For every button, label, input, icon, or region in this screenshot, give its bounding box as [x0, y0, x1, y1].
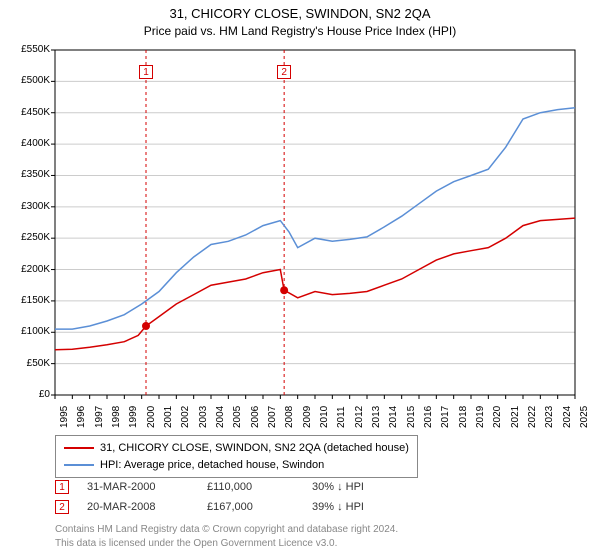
- x-tick-label: 2014: [388, 406, 399, 428]
- chart-svg: [0, 0, 600, 430]
- y-tick-label: £400K: [10, 138, 50, 149]
- x-tick-label: 2000: [146, 406, 157, 428]
- transaction-row: 1 31-MAR-2000£110,00030% ↓ HPI: [55, 477, 422, 497]
- x-tick-label: 2006: [250, 406, 261, 428]
- legend: 31, CHICORY CLOSE, SWINDON, SN2 2QA (det…: [55, 435, 418, 478]
- x-tick-label: 2016: [423, 406, 434, 428]
- x-tick-label: 1996: [76, 406, 87, 428]
- transaction-diff: 30% ↓ HPI: [312, 481, 422, 493]
- x-tick-label: 1999: [128, 406, 139, 428]
- x-tick-label: 2008: [284, 406, 295, 428]
- chart-container: 31, CHICORY CLOSE, SWINDON, SN2 2QA Pric…: [0, 0, 600, 560]
- y-tick-label: £200K: [10, 264, 50, 275]
- x-tick-label: 2018: [458, 406, 469, 428]
- y-tick-label: £450K: [10, 107, 50, 118]
- transaction-index: 1: [55, 480, 69, 494]
- y-tick-label: £550K: [10, 44, 50, 55]
- x-tick-label: 2001: [163, 406, 174, 428]
- transaction-price: £167,000: [207, 501, 312, 513]
- event-marker-label: 1: [139, 65, 153, 79]
- x-tick-label: 2024: [562, 406, 573, 428]
- x-tick-label: 2010: [319, 406, 330, 428]
- transaction-date: 20-MAR-2008: [87, 501, 207, 513]
- y-tick-label: £100K: [10, 326, 50, 337]
- x-tick-label: 1998: [111, 406, 122, 428]
- x-tick-label: 2007: [267, 406, 278, 428]
- x-tick-label: 2004: [215, 406, 226, 428]
- legend-label: HPI: Average price, detached house, Swin…: [100, 459, 324, 471]
- y-tick-label: £250K: [10, 232, 50, 243]
- y-tick-label: £150K: [10, 295, 50, 306]
- x-tick-label: 2009: [302, 406, 313, 428]
- footer-line: Contains HM Land Registry data © Crown c…: [55, 523, 398, 537]
- legend-item: 31, CHICORY CLOSE, SWINDON, SN2 2QA (det…: [64, 440, 409, 457]
- x-tick-label: 2017: [440, 406, 451, 428]
- y-tick-label: £0: [10, 389, 50, 400]
- legend-label: 31, CHICORY CLOSE, SWINDON, SN2 2QA (det…: [100, 442, 409, 454]
- footer-line: This data is licensed under the Open Gov…: [55, 537, 398, 551]
- x-tick-label: 1995: [59, 406, 70, 428]
- x-tick-label: 2015: [406, 406, 417, 428]
- transaction-date: 31-MAR-2000: [87, 481, 207, 493]
- y-tick-label: £500K: [10, 75, 50, 86]
- y-tick-label: £350K: [10, 169, 50, 180]
- transaction-price: £110,000: [207, 481, 312, 493]
- x-tick-label: 2005: [232, 406, 243, 428]
- event-marker-label: 2: [277, 65, 291, 79]
- x-tick-label: 2003: [198, 406, 209, 428]
- transaction-table: 1 31-MAR-2000£110,00030% ↓ HPI 2 20-MAR-200…: [55, 477, 422, 517]
- legend-swatch: [64, 464, 94, 466]
- footer-note: Contains HM Land Registry data © Crown c…: [55, 523, 398, 550]
- transaction-index: 2: [55, 500, 69, 514]
- x-tick-label: 2013: [371, 406, 382, 428]
- legend-swatch: [64, 447, 94, 449]
- x-tick-label: 2025: [579, 406, 590, 428]
- x-tick-label: 1997: [94, 406, 105, 428]
- transaction-diff: 39% ↓ HPI: [312, 501, 422, 513]
- x-tick-label: 2011: [336, 406, 347, 428]
- x-tick-label: 2012: [354, 406, 365, 428]
- legend-item: HPI: Average price, detached house, Swin…: [64, 457, 409, 474]
- x-tick-label: 2019: [475, 406, 486, 428]
- x-tick-label: 2021: [510, 406, 521, 428]
- x-tick-label: 2002: [180, 406, 191, 428]
- y-tick-label: £50K: [10, 358, 50, 369]
- x-tick-label: 2023: [544, 406, 555, 428]
- x-tick-label: 2022: [527, 406, 538, 428]
- transaction-row: 2 20-MAR-2008£167,00039% ↓ HPI: [55, 497, 422, 517]
- y-tick-label: £300K: [10, 201, 50, 212]
- x-tick-label: 2020: [492, 406, 503, 428]
